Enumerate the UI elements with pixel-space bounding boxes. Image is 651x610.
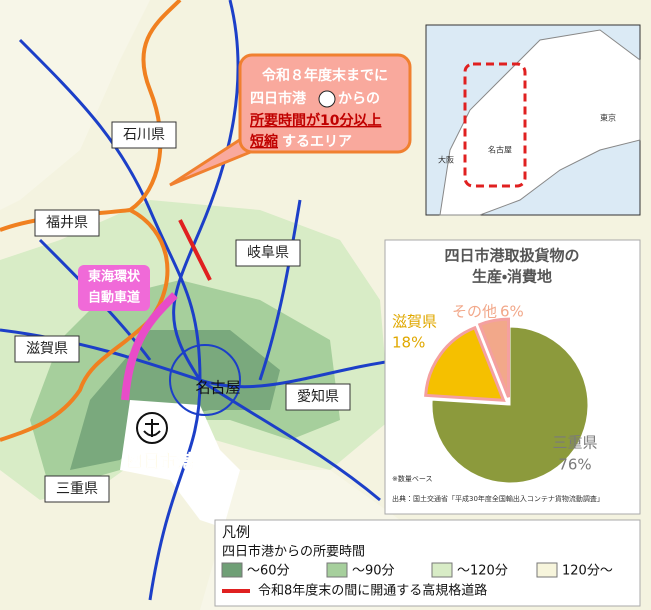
- road-label: 自動車道: [88, 290, 140, 306]
- port-label: 四日市港: [126, 451, 195, 472]
- pref-label: 岐阜県: [247, 244, 289, 261]
- pie-title: 生産・消費地: [472, 268, 552, 286]
- city-label: 名古屋: [195, 379, 240, 397]
- pie-category: その他: [452, 303, 497, 321]
- legend-swatch: [537, 563, 557, 577]
- legend-swatch: [222, 563, 242, 577]
- inset-label: 大阪: [438, 155, 454, 165]
- legend-subtitle: 四日市港からの所要時間: [222, 545, 365, 560]
- legend: 凡例 四日市港からの所要時間 令和8年度末の間に開通する高規格道路 ～60分 ～9…: [215, 520, 640, 606]
- pref-label: 滋賀県: [26, 341, 68, 357]
- callout-text: 四日市港: [250, 90, 307, 107]
- pref-label: 福井県: [46, 215, 88, 231]
- legend-title: 凡例: [222, 525, 250, 541]
- callout-text: からの: [338, 91, 380, 107]
- callout-text: するエリア: [282, 134, 352, 150]
- legend-road-label: 令和8年度末の間に開通する高規格道路: [258, 583, 487, 599]
- inset-label: 名古屋: [488, 145, 512, 155]
- legend-swatch: [432, 563, 452, 577]
- map-page: 石川県 福井県 岐阜県 滋賀県 愛知県 三重県 名古屋 東海環状 自動車道 四日…: [0, 0, 651, 610]
- legend-swatch: [327, 563, 347, 577]
- pref-label: 石川県: [123, 127, 165, 143]
- callout-emphasis: 所要時間が10分以上: [249, 112, 381, 129]
- pie-value-label: 76%: [558, 456, 591, 474]
- legend-label: 120分～: [562, 564, 613, 579]
- legend-label: ～120分: [457, 564, 508, 579]
- legend-label: ～60分: [247, 564, 290, 579]
- callout-emphasis: 短縮: [250, 133, 278, 150]
- callout-text: 令和８年度末までに: [261, 67, 388, 84]
- pie-panel: 四日市港取扱貨物の 生産・消費地 ※数量ベース 出典：国土交通省「平成30年度全…: [385, 240, 640, 514]
- pie-value-label: 18%: [392, 334, 425, 352]
- pref-label: 愛知県: [297, 388, 339, 405]
- pie-note: 出典：国土交通省「平成30年度全国輸出入コンテナ貨物流動調査」: [392, 494, 604, 503]
- pref-label: 三重県: [56, 481, 98, 497]
- pie-value-label: 6%: [500, 303, 524, 321]
- road-label: 東海環状: [88, 269, 141, 285]
- inset-map: 東京 名古屋 大阪: [426, 25, 640, 215]
- pie-title: 四日市港取扱貨物の: [444, 247, 579, 265]
- pie-category: 三重県: [552, 434, 597, 452]
- legend-label: ～90分: [352, 564, 395, 579]
- pie-category: 滋賀県: [392, 313, 437, 331]
- pie-note: ※数量ベース: [392, 474, 433, 483]
- port-icon: [319, 91, 335, 107]
- inset-label: 東京: [600, 113, 616, 123]
